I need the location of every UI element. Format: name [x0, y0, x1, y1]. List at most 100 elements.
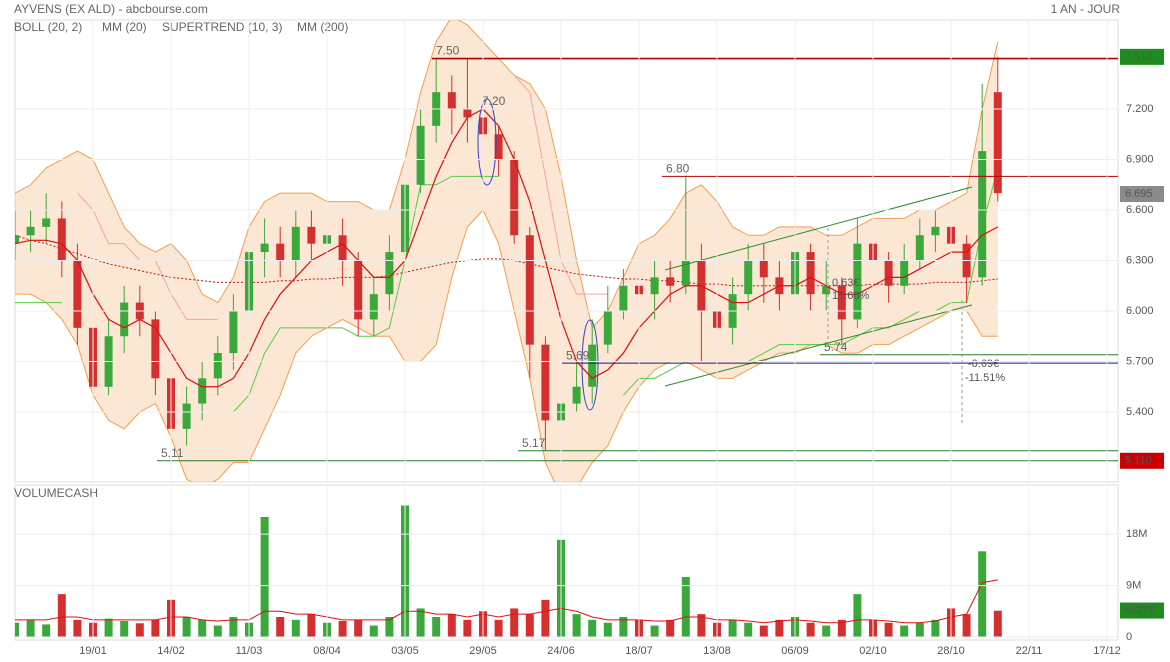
candle-body: [588, 344, 597, 387]
price-tag: [1120, 48, 1164, 65]
period: 1 AN - JOUR: [1051, 2, 1121, 16]
legend-entry: MM (200): [297, 20, 348, 34]
volume-bar: [588, 619, 597, 637]
candle-body: [931, 226, 940, 236]
candle-body: [978, 151, 987, 278]
boll-band: [15, 20, 998, 482]
volume-bar: [104, 618, 113, 637]
volume-bar: [15, 622, 19, 637]
volume-bar: [900, 625, 909, 637]
volume-bar: [822, 625, 831, 637]
measure-label: 10.66%: [832, 290, 870, 302]
drawings: [477, 98, 973, 425]
volume-bar: [42, 624, 51, 637]
candle-body: [572, 386, 581, 404]
volume-bar: [213, 625, 222, 637]
level-label: 6.80: [666, 162, 690, 176]
volume-ma: [15, 579, 998, 624]
ellipse: [581, 319, 599, 411]
candle-body: [993, 92, 1002, 194]
x-tick-label: 24/06: [547, 645, 575, 657]
volume-bar: [619, 617, 628, 637]
volume-bar: [728, 619, 737, 637]
x-tick-label: 06/09: [781, 645, 809, 657]
candle-body: [276, 243, 285, 261]
candle-body: [603, 311, 612, 345]
volume-bar: [463, 619, 472, 637]
volume-bar: [525, 614, 534, 637]
volume-bar: [354, 619, 363, 637]
volume-bar: [650, 625, 659, 637]
volume-tag-label: 4627K: [1124, 604, 1156, 616]
y-tick-label: 6.000: [1126, 305, 1154, 317]
candle-body: [26, 226, 35, 236]
volume-title: VOLUMECASH: [14, 486, 98, 500]
candle-body: [198, 378, 207, 404]
volume-bar: [447, 614, 456, 637]
volume-bar: [541, 599, 550, 637]
x-tick-label: 28/10: [937, 645, 965, 657]
volume-bar: [26, 619, 35, 637]
candle-body: [525, 235, 534, 345]
page-title: AYVENS (EX ALD) - abcbourse.com: [14, 2, 208, 16]
candle-body: [541, 344, 550, 421]
level-label: 7.50: [436, 44, 460, 58]
volume-bar: [182, 617, 191, 637]
x-tick-label: 14/02: [157, 645, 185, 657]
boll-upper: [15, 20, 999, 329]
volume-bar: [962, 614, 971, 637]
volume-bar: [151, 619, 160, 637]
volume-bar: [837, 619, 846, 637]
x-tick-label: 29/05: [469, 645, 497, 657]
volume-plot: [15, 505, 1002, 637]
candle-body: [213, 353, 222, 379]
candle-body: [120, 302, 129, 337]
candle-body: [307, 226, 316, 244]
measure-label: 0.63€: [832, 277, 860, 289]
ellipse: [477, 98, 497, 186]
volume-bar: [978, 551, 987, 637]
candle-body: [759, 260, 768, 278]
x-tick-label: 18/07: [625, 645, 653, 657]
x-tick-label: 11/03: [236, 645, 263, 657]
candle-body: [354, 260, 363, 320]
y-tick-label: 6.900: [1126, 153, 1154, 165]
x-tick-label: 17/12: [1093, 645, 1121, 657]
volume-bar: [307, 614, 316, 637]
level-label: 5.69: [566, 348, 590, 362]
candle-body: [822, 285, 831, 295]
volume-bar: [135, 623, 144, 637]
legend-entry: BOLL (20, 2): [14, 20, 82, 34]
y-tick-label: 9M: [1126, 579, 1141, 591]
y-tick-label: 6.300: [1126, 254, 1154, 266]
candle-body: [915, 235, 924, 261]
volume-bar: [993, 610, 1002, 637]
channel-line: [664, 304, 973, 387]
candle-body: [73, 260, 82, 328]
price-tag-label: 7.510: [1125, 51, 1153, 63]
y-tick-label: 6.600: [1126, 204, 1154, 216]
volume-bar: [666, 619, 675, 637]
price-tag: [1120, 452, 1164, 469]
candle-body: [837, 285, 846, 320]
volume-bar: [494, 619, 503, 637]
candle-body: [744, 260, 753, 295]
volume-bar: [510, 608, 519, 637]
measure-label: -11.51%: [965, 372, 1005, 384]
mm20: [15, 108, 999, 388]
price-tag: [1120, 186, 1164, 203]
y-tick-label: 5.700: [1126, 355, 1154, 367]
volume-tag: [1120, 602, 1164, 619]
volume-bar: [572, 614, 581, 637]
channel-line: [664, 186, 973, 271]
volume-bar: [744, 622, 753, 637]
y-tick-label: 18M: [1126, 528, 1147, 540]
price-tag-label: 5.110: [1125, 455, 1152, 467]
level-label: 7.20: [482, 94, 506, 108]
volume-bar: [416, 608, 425, 637]
candle-body: [15, 235, 19, 244]
candle-body: [229, 311, 238, 354]
volume-bar: [120, 621, 129, 637]
legend-entry: MM (20): [102, 20, 147, 34]
